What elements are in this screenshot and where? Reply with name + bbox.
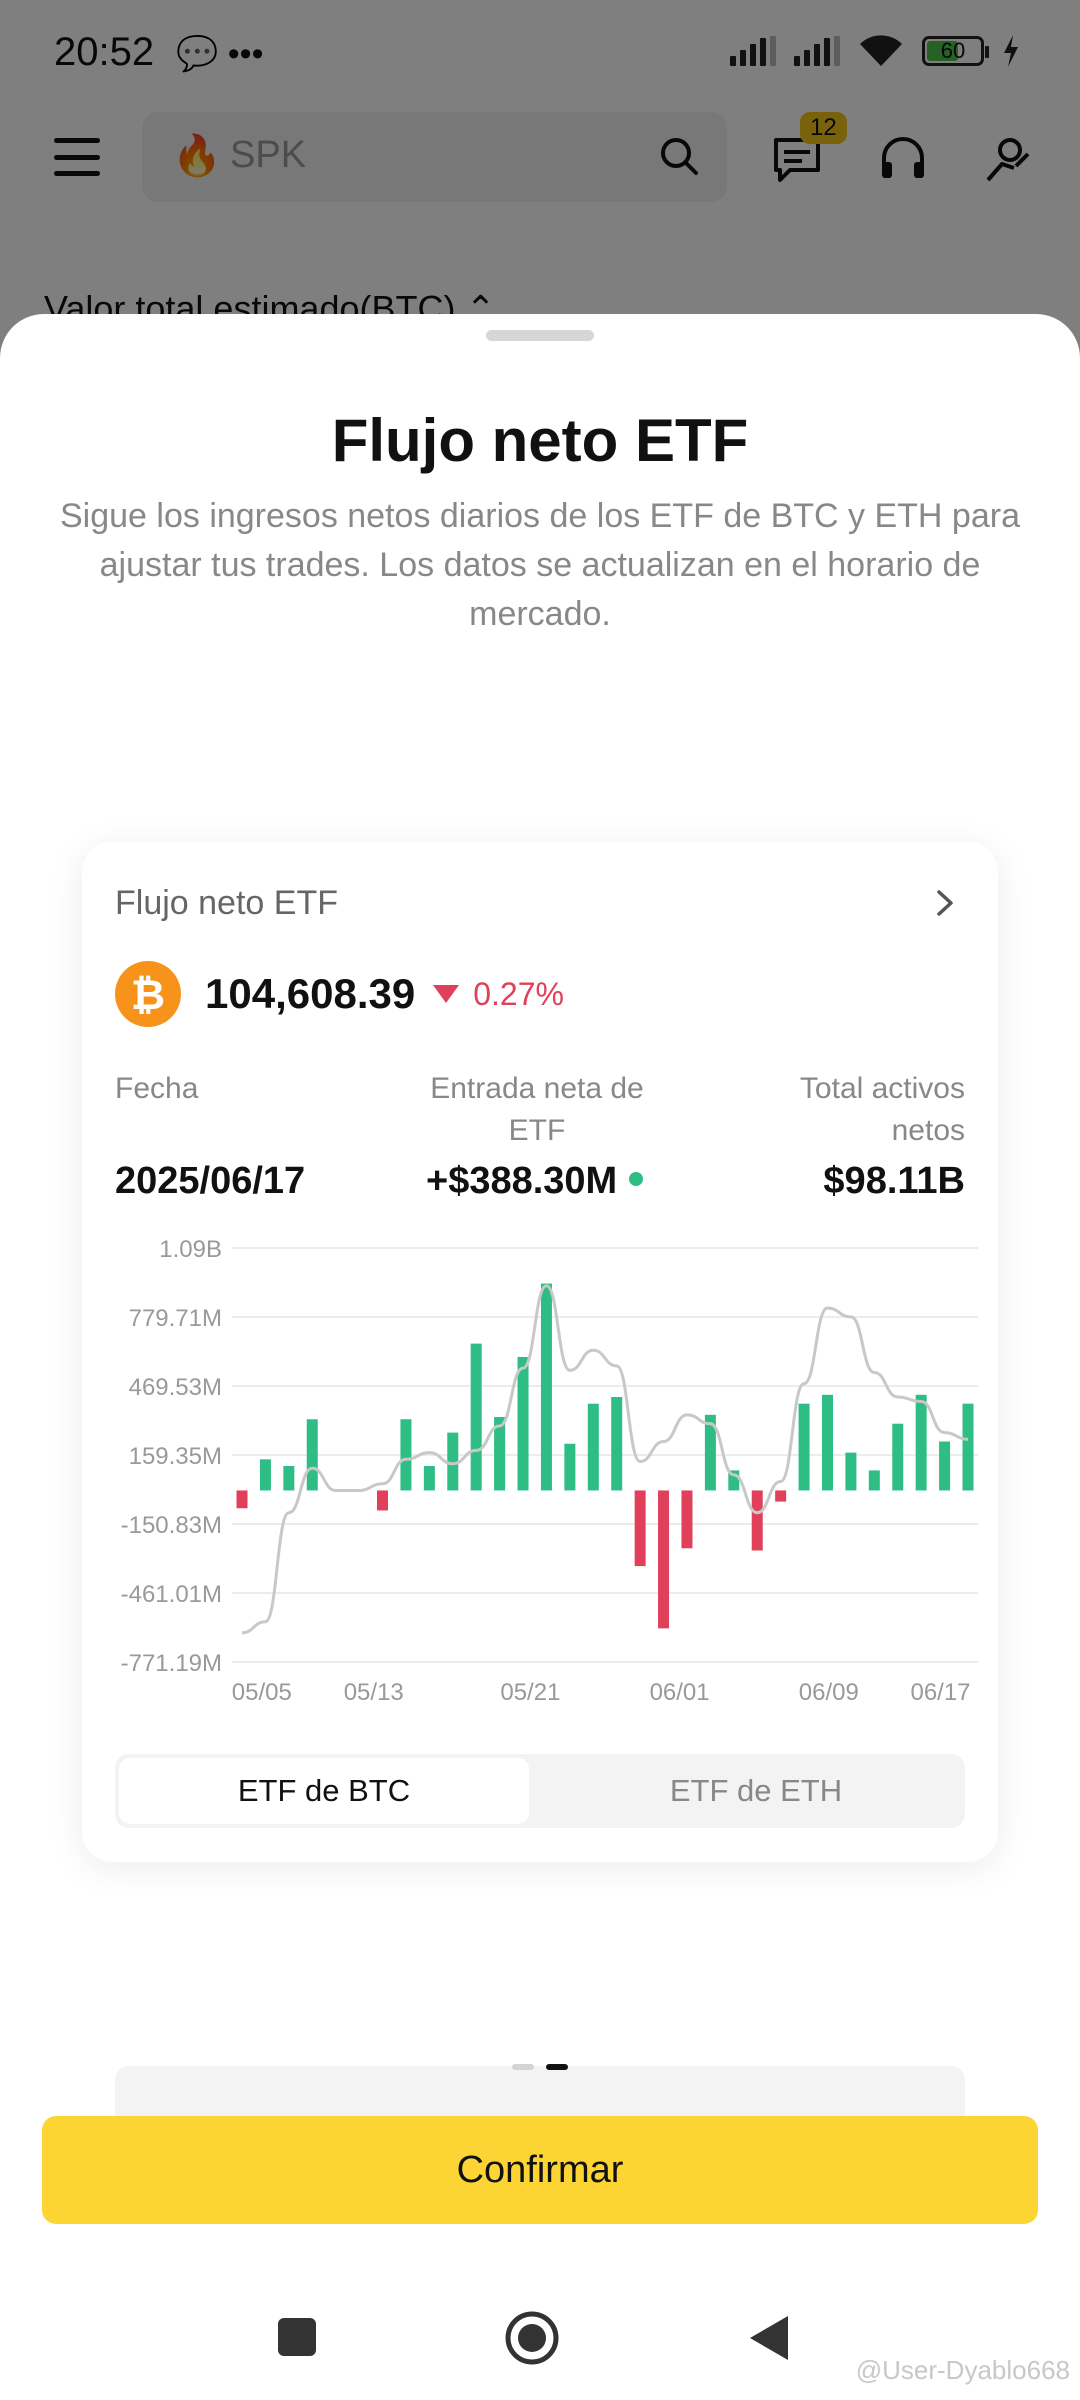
- bar: [868, 1470, 880, 1491]
- positive-dot: [629, 1171, 644, 1186]
- etf-flow-chart[interactable]: 1.09B 779.71M 469.53M 159.35M -150.83M -461.0…: [100, 1228, 1000, 1708]
- inflow-label: Entrada neta de ETF: [430, 1072, 644, 1147]
- x-tick-label: 06/01: [650, 1679, 710, 1706]
- bar: [306, 1419, 318, 1491]
- bar: [259, 1459, 271, 1491]
- system-nav-bar: [0, 2296, 1080, 2376]
- bar: [634, 1490, 646, 1567]
- sheet-description: Sigue los ingresos netos diarios de los …: [60, 497, 1020, 633]
- chevron-right-icon[interactable]: [932, 888, 958, 918]
- inflow-value-wrap: +$388.30M: [426, 1160, 644, 1203]
- bar: [775, 1490, 787, 1502]
- sheet-title: Flujo neto ETF: [331, 407, 749, 474]
- x-tick-label: 06/17: [910, 1679, 970, 1706]
- bar: [915, 1394, 927, 1491]
- price-change-pct: 0.27%: [473, 975, 564, 1012]
- x-tick-label: 05/05: [232, 1679, 292, 1706]
- bar: [728, 1470, 740, 1491]
- bar: [283, 1465, 295, 1491]
- bitcoin-icon: ₿: [115, 961, 181, 1027]
- total-assets-label: Total activos netos: [799, 1072, 965, 1147]
- y-tick-label: 469.53M: [129, 1374, 222, 1401]
- etf-tab-group: ETF de BTC ETF de ETH: [115, 1754, 965, 1828]
- date-value: 2025/06/17: [115, 1160, 306, 1202]
- down-arrow-icon: [433, 985, 460, 1003]
- page-indicator: [512, 2064, 568, 2070]
- bar: [751, 1490, 763, 1551]
- etf-flow-card[interactable]: Flujo neto ETF ₿ 104,608.39 0.27% Fecha …: [82, 842, 1000, 2140]
- bar: [447, 1432, 459, 1491]
- y-tick-label: -461.01M: [121, 1581, 222, 1608]
- coin-price-row: ₿ 104,608.39 0.27%: [115, 960, 564, 1028]
- x-tick-label: 05/21: [500, 1679, 560, 1706]
- inflow-value: +$388.30M: [426, 1160, 618, 1202]
- btc-price: 104,608.39: [205, 970, 416, 1017]
- bar: [798, 1403, 810, 1491]
- series-line: [241, 1284, 969, 1635]
- bar: [400, 1419, 412, 1491]
- bar: [377, 1490, 389, 1511]
- page-dot-1: [512, 2064, 534, 2070]
- watermark: @User-Dyablo668: [855, 2355, 1070, 2385]
- back-icon[interactable]: [748, 2314, 790, 2362]
- tab-eth-etf[interactable]: ETF de ETH: [669, 1773, 843, 1808]
- y-tick-label: -150.83M: [121, 1512, 222, 1539]
- bar: [423, 1465, 435, 1491]
- bar: [564, 1443, 576, 1491]
- date-label: Fecha: [115, 1072, 199, 1105]
- bar: [540, 1283, 552, 1491]
- bar: [681, 1490, 693, 1549]
- y-tick-label: -771.19M: [121, 1650, 222, 1677]
- x-tick-label: 05/13: [344, 1679, 404, 1706]
- y-tick-label: 1.09B: [159, 1236, 222, 1263]
- recent-apps-icon[interactable]: [276, 2316, 318, 2358]
- bar: [962, 1403, 974, 1491]
- bar: [494, 1417, 506, 1491]
- bottom-sheet: Flujo neto ETF Sigue los ingresos netos …: [0, 314, 1080, 2400]
- bar: [470, 1343, 482, 1491]
- page-dot-2: [546, 2064, 568, 2070]
- sheet-drag-handle[interactable]: [486, 330, 594, 341]
- bar: [892, 1423, 904, 1491]
- bar: [587, 1403, 599, 1491]
- bar: [611, 1397, 623, 1491]
- bar: [236, 1490, 248, 1509]
- tab-btc-etf[interactable]: ETF de BTC: [119, 1758, 529, 1824]
- bar: [517, 1356, 529, 1491]
- total-assets-value: $98.11B: [823, 1160, 965, 1202]
- home-icon[interactable]: [504, 2310, 560, 2366]
- bar: [845, 1452, 857, 1491]
- y-tick-label: 779.71M: [129, 1305, 222, 1332]
- bar: [704, 1414, 716, 1491]
- y-tick-label: 159.35M: [129, 1443, 222, 1470]
- bar: [658, 1490, 670, 1629]
- card-title: Flujo neto ETF: [115, 884, 338, 922]
- x-tick-label: 06/09: [799, 1679, 859, 1706]
- bar: [939, 1441, 951, 1491]
- confirm-button[interactable]: Confirmar: [42, 2116, 1038, 2224]
- bar: [821, 1394, 833, 1491]
